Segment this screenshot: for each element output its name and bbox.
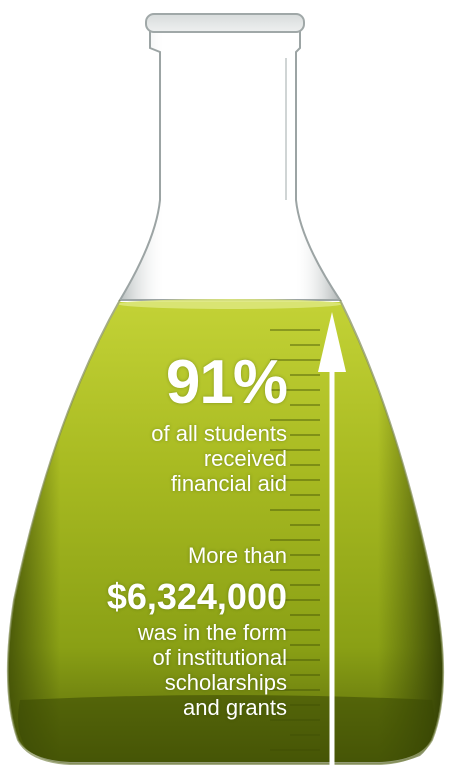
percent-caption: of all students received financial aid [151,421,287,496]
amount-caption: was in the form of institutional scholar… [138,620,287,720]
amount-stat: $6,324,000 [106,576,287,617]
flask-glass [118,21,342,301]
amount-caption-line: and grants [183,695,287,720]
amount-lead: More than [187,543,287,568]
percent-caption-line: received [203,446,287,471]
percent-caption-line: of all students [151,421,287,446]
arrow-head-icon [318,312,346,372]
graduation-marks [270,329,320,751]
amount-caption-line: of institutional [152,645,287,670]
amount-caption-line: scholarships [164,670,287,695]
percent-stat: 91% [165,348,288,417]
percent-caption-line: financial aid [170,471,287,496]
amount-caption-line: was in the form [137,620,287,645]
flask-rim [145,13,305,33]
